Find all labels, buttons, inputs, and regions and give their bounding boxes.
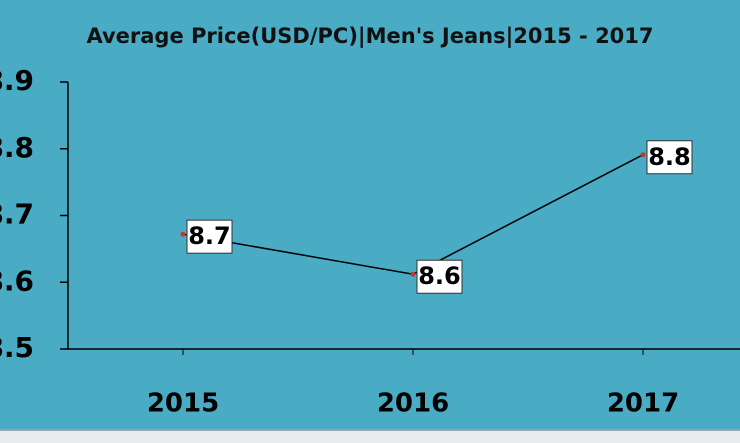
data-label-box — [186, 219, 233, 254]
y-tick-label: 8.8 — [0, 131, 34, 164]
point — [180, 231, 186, 237]
chart-title: Average Price(USD/PC)|Men's Jeans|2015 -… — [86, 24, 653, 49]
y-tick-label: 8.9 — [0, 64, 34, 97]
y-tick-label: 8.7 — [0, 198, 34, 231]
data-label: 8.6 — [418, 262, 461, 290]
data-label: 8.7 — [188, 222, 231, 250]
x-tick-label: 2016 — [377, 389, 449, 419]
data-label: 8.8 — [648, 143, 691, 171]
x-tick-label: 2015 — [147, 389, 219, 419]
x-tick-label: 2017 — [607, 389, 679, 419]
point — [640, 152, 646, 158]
data-label-box — [646, 140, 693, 175]
y-tick-label: 8.6 — [0, 264, 34, 297]
bottom-border — [0, 430, 740, 443]
point — [410, 271, 416, 277]
data-label-box — [416, 259, 463, 294]
y-tick-label: 8.5 — [0, 331, 34, 364]
